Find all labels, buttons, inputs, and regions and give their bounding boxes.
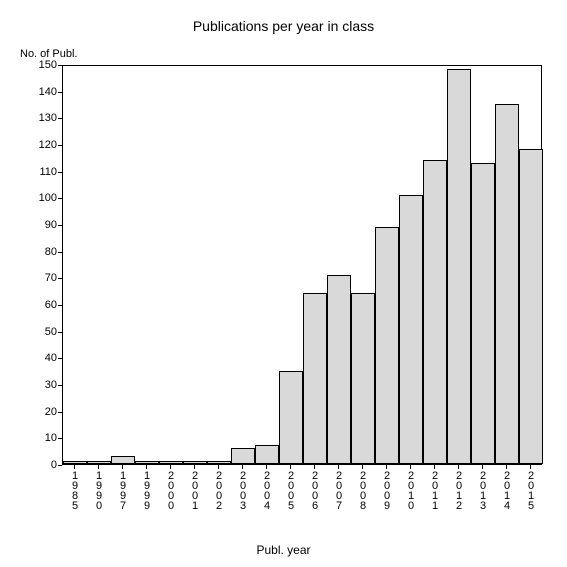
y-tick-label: 90: [27, 219, 57, 231]
bar: [159, 461, 183, 464]
bar: [495, 104, 519, 464]
x-tick-label: 2005: [284, 470, 296, 510]
x-tick-mark: [194, 465, 195, 469]
y-tick-label: 140: [27, 86, 57, 98]
chart-container: Publications per year in class No. of Pu…: [0, 0, 567, 567]
y-tick-label: 80: [27, 246, 57, 258]
bar: [375, 227, 399, 464]
bar: [279, 371, 303, 464]
x-tick-label: 1997: [116, 470, 128, 510]
y-tick-mark: [58, 412, 62, 413]
x-tick-mark: [242, 465, 243, 469]
x-tick-mark: [410, 465, 411, 469]
y-tick-mark: [58, 172, 62, 173]
y-tick-mark: [58, 145, 62, 146]
x-tick-label: 1990: [92, 470, 104, 510]
y-tick-label: 10: [27, 432, 57, 444]
y-tick-mark: [58, 252, 62, 253]
y-tick-label: 110: [27, 166, 57, 178]
y-tick-mark: [58, 118, 62, 119]
x-tick-label: 2002: [212, 470, 224, 510]
y-tick-label: 40: [27, 352, 57, 364]
bar: [87, 461, 111, 464]
y-tick-label: 100: [27, 192, 57, 204]
y-tick-mark: [58, 438, 62, 439]
x-tick-mark: [98, 465, 99, 469]
y-tick-mark: [58, 225, 62, 226]
bar: [303, 293, 327, 464]
x-tick-label: 2013: [476, 470, 488, 510]
x-tick-mark: [386, 465, 387, 469]
y-tick-label: 30: [27, 379, 57, 391]
bar: [111, 456, 135, 464]
bar: [183, 461, 207, 464]
x-tick-label: 2009: [380, 470, 392, 510]
x-tick-mark: [530, 465, 531, 469]
y-tick-label: 70: [27, 272, 57, 284]
x-tick-mark: [290, 465, 291, 469]
y-tick-mark: [58, 278, 62, 279]
x-tick-mark: [74, 465, 75, 469]
y-tick-label: 60: [27, 299, 57, 311]
x-tick-label: 2006: [308, 470, 320, 510]
x-tick-mark: [146, 465, 147, 469]
x-tick-label: 2008: [356, 470, 368, 510]
x-tick-mark: [362, 465, 363, 469]
x-tick-label: 2015: [524, 470, 536, 510]
x-tick-label: 2000: [164, 470, 176, 510]
y-tick-mark: [58, 305, 62, 306]
y-tick-mark: [58, 332, 62, 333]
x-tick-label: 2007: [332, 470, 344, 510]
y-tick-label: 20: [27, 406, 57, 418]
y-tick-mark: [58, 358, 62, 359]
bar: [327, 275, 351, 464]
y-tick-label: 150: [27, 59, 57, 71]
x-tick-mark: [314, 465, 315, 469]
y-tick-mark: [58, 198, 62, 199]
y-tick-label: 120: [27, 139, 57, 151]
x-tick-mark: [218, 465, 219, 469]
bar: [63, 461, 87, 464]
x-axis-title: Publ. year: [0, 543, 567, 557]
y-tick-label: 0: [27, 459, 57, 471]
x-tick-mark: [122, 465, 123, 469]
x-tick-label: 2014: [500, 470, 512, 510]
plot-area: [62, 65, 542, 465]
x-tick-mark: [506, 465, 507, 469]
y-tick-mark: [58, 465, 62, 466]
bar: [423, 160, 447, 464]
chart-title: Publications per year in class: [0, 18, 567, 34]
x-tick-mark: [434, 465, 435, 469]
x-tick-label: 2010: [404, 470, 416, 510]
x-tick-label: 2003: [236, 470, 248, 510]
x-tick-label: 2012: [452, 470, 464, 510]
bar: [231, 448, 255, 464]
bar: [447, 69, 471, 464]
x-tick-label: 2004: [260, 470, 272, 510]
bar: [207, 461, 231, 464]
x-tick-mark: [266, 465, 267, 469]
y-tick-label: 130: [27, 112, 57, 124]
bar: [351, 293, 375, 464]
x-tick-mark: [458, 465, 459, 469]
x-tick-label: 1985: [68, 470, 80, 510]
x-tick-mark: [170, 465, 171, 469]
x-tick-label: 2001: [188, 470, 200, 510]
x-tick-mark: [482, 465, 483, 469]
bar: [399, 195, 423, 464]
x-tick-mark: [338, 465, 339, 469]
y-tick-mark: [58, 385, 62, 386]
x-tick-label: 1999: [140, 470, 152, 510]
y-tick-mark: [58, 92, 62, 93]
bar: [471, 163, 495, 464]
x-tick-label: 2011: [428, 470, 440, 510]
bar: [255, 445, 279, 464]
bar: [135, 461, 159, 464]
y-tick-mark: [58, 65, 62, 66]
y-tick-label: 50: [27, 326, 57, 338]
bar: [519, 149, 543, 464]
